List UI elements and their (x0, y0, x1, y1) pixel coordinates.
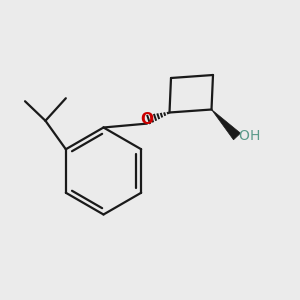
Text: O: O (140, 112, 154, 128)
Polygon shape (212, 110, 241, 140)
Text: H: H (250, 130, 260, 143)
Text: O: O (238, 130, 249, 143)
